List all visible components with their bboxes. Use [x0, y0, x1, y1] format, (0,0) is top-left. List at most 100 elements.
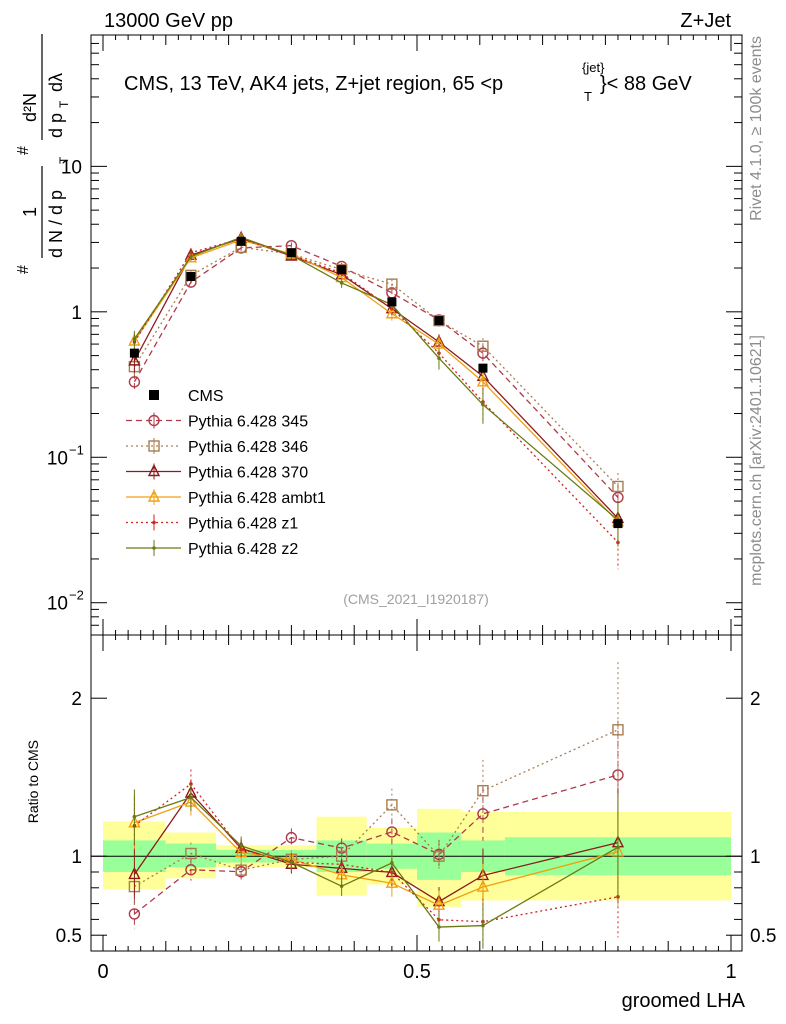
cms-data-point	[478, 363, 488, 373]
y-tick-label: 10	[47, 594, 68, 615]
legend-label-series-3: Pythia 6.428 370	[188, 465, 308, 482]
series-6-ratio-point	[189, 795, 193, 800]
series-6-point	[339, 281, 344, 285]
rivet-version-label: Rivet 4.1.0, ≥ 100k events	[748, 36, 765, 221]
header-left-label: 13000 GeV pp	[104, 10, 233, 32]
series-6-point	[132, 337, 137, 341]
series-5-ratio-point	[339, 862, 344, 867]
ylabel-one: 1	[20, 207, 40, 217]
series-4-point	[385, 306, 399, 319]
series-2-line	[133, 246, 619, 487]
legend-marker-series-3	[147, 463, 161, 477]
y-tick-label: 10	[61, 157, 82, 178]
ratio-plot: 0.5 0.5 1 1 2 2	[56, 634, 776, 952]
legend: CMS Pythia 6.428 345 Pythia 6.428 346 Pythi…	[126, 388, 326, 558]
series-1-ratio-point	[477, 808, 489, 820]
chart-title-sup: {jet}	[582, 60, 605, 75]
series-6-ratio-point	[616, 845, 620, 849]
cms-data-point	[337, 265, 347, 275]
header-right-label: Z+Jet	[680, 10, 731, 32]
ylabel-dN: d N / d p	[46, 190, 66, 258]
cms-data-point	[286, 248, 296, 258]
legend-label-series-5: Pythia 6.428 z1	[188, 516, 298, 533]
legend-marker-series-1	[148, 414, 160, 427]
series-2-ratio-point	[185, 847, 197, 860]
ylabel-dlambda: dλ	[46, 73, 66, 92]
legend-label-cms: CMS	[188, 388, 224, 405]
series-2-point	[612, 480, 624, 493]
x-axis-ticks: 0 0.5 1	[97, 35, 737, 983]
series-1-ratio-point	[386, 826, 398, 838]
series-6-ratio-point	[289, 860, 294, 865]
series-6-ratio-point	[390, 861, 394, 865]
series-2-ratio-point	[235, 864, 247, 876]
x-tick-label: 0	[97, 961, 108, 983]
series-4-point	[432, 336, 446, 349]
series-1-ratio-point	[285, 831, 298, 844]
series-2-point	[477, 340, 489, 352]
series-2-point	[433, 314, 445, 327]
series-4-ratio-point	[432, 897, 446, 910]
ratio-tick-label-left: 2	[71, 689, 82, 710]
y-tick-label-exponent: −1	[69, 442, 84, 457]
series-1-ratio-point	[612, 769, 624, 781]
y-tick-label: 1	[71, 303, 82, 324]
ylabel-dp: d p	[46, 113, 66, 138]
ratio-ylabel: Ratio to CMS	[25, 740, 41, 823]
legend-marker-cms	[149, 390, 159, 400]
y-tick-label: 10	[47, 448, 68, 469]
series-2-point	[386, 278, 398, 290]
series-4-point	[476, 374, 490, 387]
ratio-tick-label-right: 0.5	[750, 926, 776, 947]
mcplots-reference-label: mcplots.cern.ch [arXiv:2401.10621]	[748, 335, 765, 586]
series-6-point	[481, 402, 485, 407]
series-2-ratio-point	[433, 850, 445, 862]
x-tick-label: 1	[725, 961, 736, 983]
chart-title-sub: T	[584, 89, 592, 104]
series-1-ratio-point	[185, 864, 197, 876]
ratio-series-layer	[128, 662, 625, 949]
chart-title: CMS, 13 TeV, AK4 jets, Z+jet region, 65 …	[124, 60, 692, 104]
legend-marker-series-2	[148, 440, 160, 452]
ylabel-hash-2: #	[15, 146, 32, 155]
ylabel-T-2: T	[57, 100, 71, 108]
ylabel-hash-1: #	[15, 265, 32, 274]
chart-title-post: }< 88 GeV	[600, 73, 692, 95]
legend-marker-series-5	[152, 520, 156, 525]
series-2-ratio-point	[612, 724, 624, 736]
x-axis-label: groomed LHA	[622, 990, 746, 1012]
chart-title-main: CMS, 13 TeV, AK4 jets, Z+jet region, 65 …	[124, 73, 503, 95]
series-6-ratio-point	[132, 814, 137, 819]
main-ylabel: # 1 d N / d p T # d²N d p T dλ	[15, 34, 71, 274]
y-tick-label-exponent: −2	[69, 588, 84, 603]
cms-data-point	[387, 297, 397, 307]
ratio-tick-label-right: 1	[750, 847, 761, 868]
series-3-point	[128, 353, 141, 366]
analysis-label: (CMS_2021_I1920187)	[343, 591, 489, 607]
legend-label-series-4: Pythia 6.428 ambt1	[188, 490, 326, 507]
series-1-point	[128, 376, 141, 388]
legend-label-series-2: Pythia 6.428 346	[188, 439, 308, 456]
chart-title-pre: CMS, 13 TeV, AK4 jets, Z+jet region, 65 …	[124, 73, 503, 95]
ratio-tick-label-left: 0.5	[56, 926, 82, 947]
cms-data-point	[129, 348, 139, 358]
series-1-line	[133, 245, 619, 498]
cms-data-point	[186, 271, 196, 281]
series-6-point	[189, 254, 193, 259]
cms-data-point	[434, 316, 444, 326]
series-3-ratio-point	[128, 866, 141, 880]
legend-label-series-6: Pythia 6.428 z2	[188, 541, 298, 558]
series-6-ratio-point	[437, 925, 441, 929]
legend-marker-series-6	[152, 546, 156, 550]
ratio-uncertainty-bands	[103, 808, 731, 907]
cms-data-point	[613, 519, 623, 529]
ylabel-T-1: T	[57, 156, 71, 164]
series-2-ratio-point	[386, 799, 398, 811]
ratio-tick-label-left: 1	[71, 847, 82, 868]
series-6-point	[437, 356, 441, 360]
cms-data-point	[236, 236, 246, 246]
series-6-ratio-point	[239, 844, 243, 848]
